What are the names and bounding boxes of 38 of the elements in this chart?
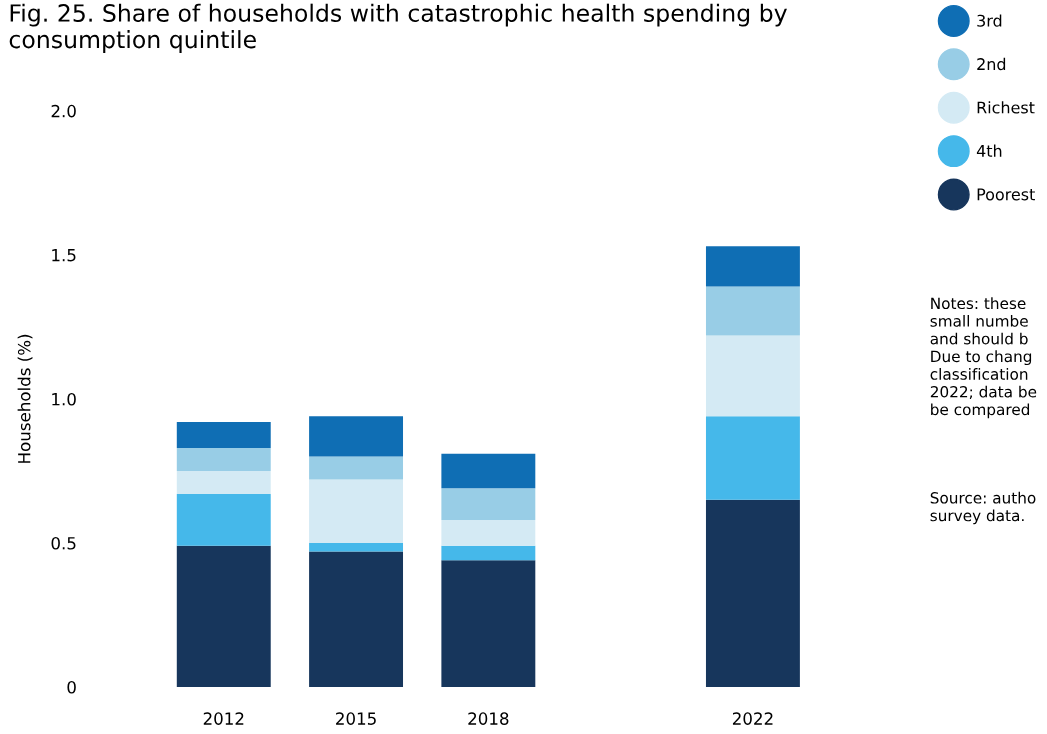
bar	[176, 447, 271, 471]
y-tick-label: 1.0	[52, 392, 76, 406]
bar	[309, 542, 404, 552]
y-tick-label: 0	[67, 680, 76, 694]
y-tick-label: 1.5	[52, 249, 76, 262]
legend-label: Poorest	[977, 188, 1035, 201]
bar	[705, 416, 800, 500]
x-tick-label: 2012	[203, 712, 244, 725]
legend-label: Richest	[977, 101, 1035, 114]
x-tick-label: 2022	[732, 712, 773, 725]
y-tick-label: 2.0	[51, 104, 76, 118]
x-tick-label: 2015	[336, 712, 376, 725]
bar	[705, 335, 800, 417]
y-tick-label: 0.5	[51, 536, 76, 550]
source-note: Source: autho survey data.	[930, 491, 1036, 525]
x-tick-label: 2018	[468, 712, 509, 725]
bar	[441, 519, 536, 546]
bar	[309, 456, 404, 480]
bar	[176, 545, 271, 688]
bar	[441, 545, 536, 561]
bar	[441, 453, 536, 489]
legend-label: 2nd	[977, 57, 1006, 71]
bar	[176, 470, 271, 494]
legend-label: 4th	[976, 144, 1002, 157]
bar	[309, 416, 404, 457]
text: Notes: these small numbe and should b Due to chang classification 2022; data be be compared	[930, 297, 1037, 419]
bar	[309, 551, 404, 688]
legend-label: 3rd	[977, 14, 1002, 27]
bar	[441, 560, 536, 688]
y-axis-title: Households (%)	[17, 334, 33, 463]
bar	[176, 494, 271, 546]
bar	[441, 488, 536, 520]
bar	[176, 421, 271, 448]
bar	[705, 499, 800, 688]
bar	[705, 246, 800, 287]
bar	[705, 286, 800, 336]
bar	[309, 479, 404, 543]
chart-title: Fig. 25. Share of households with catastrophic health spending by consumption quintile	[9, 3, 787, 53]
